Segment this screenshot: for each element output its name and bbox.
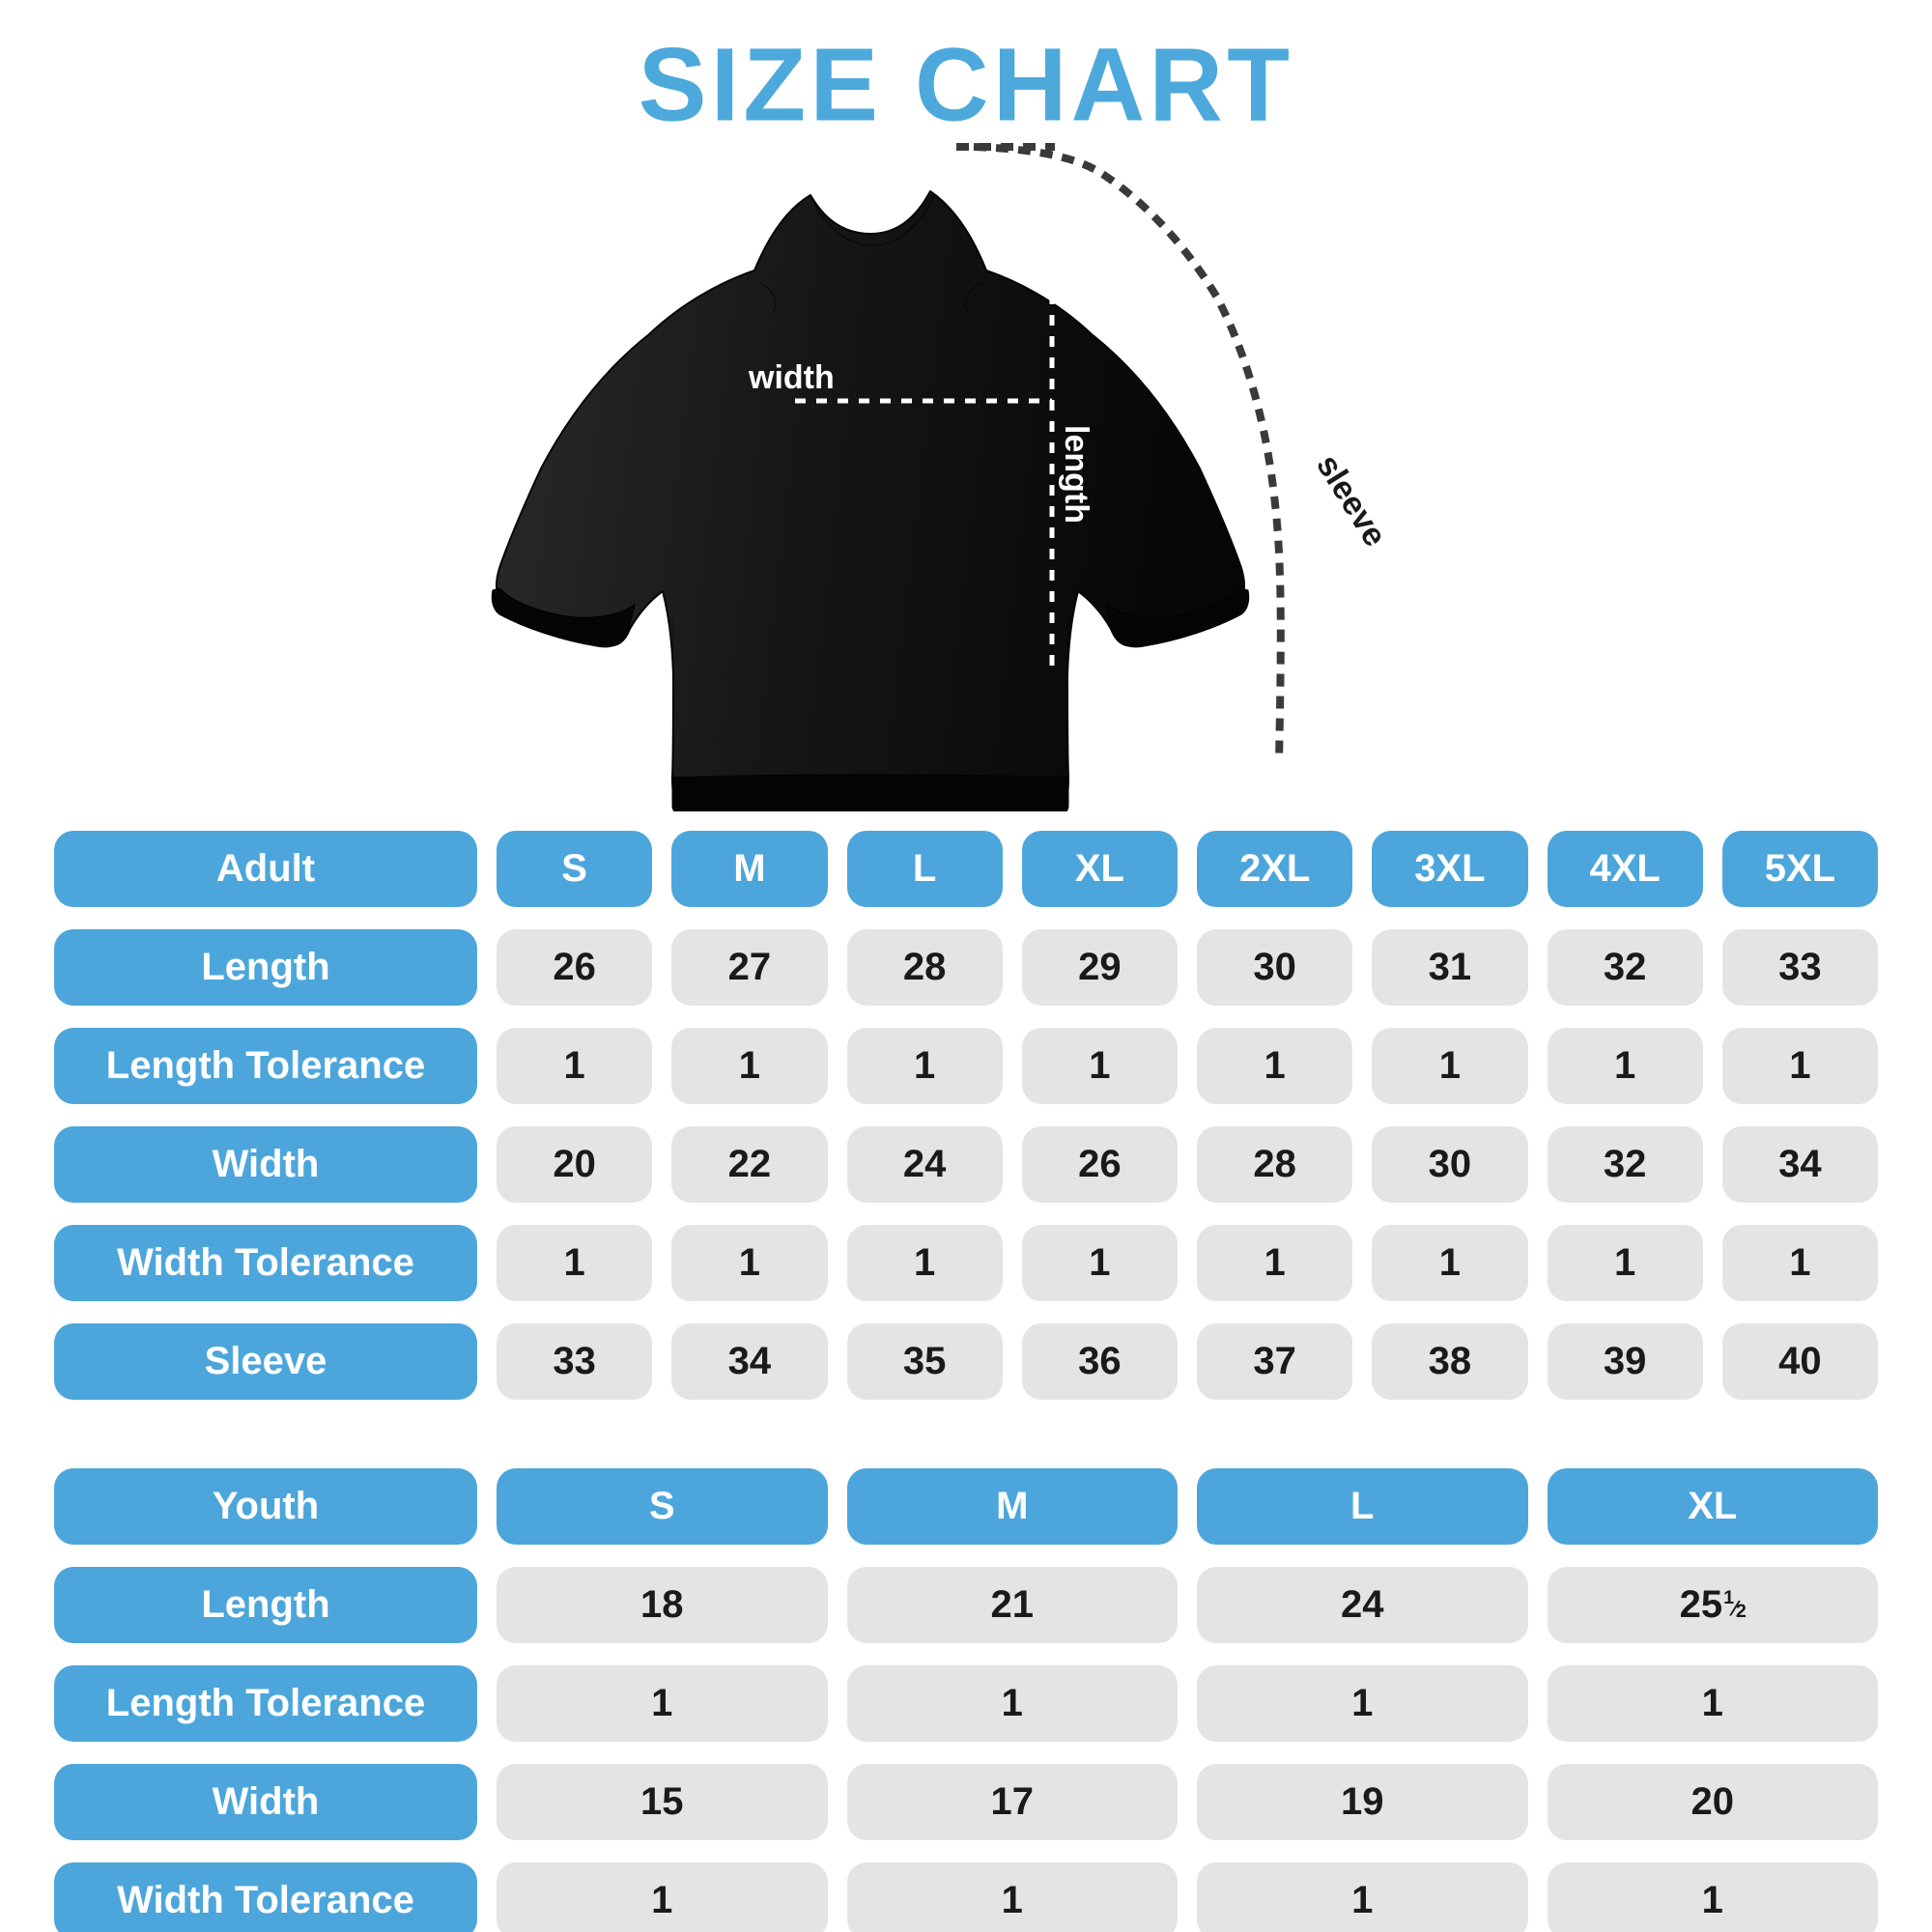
svg-text:length: length [1058, 425, 1094, 524]
svg-text:sleeve: sleeve [1309, 448, 1393, 553]
svg-text:width: width [748, 359, 835, 396]
